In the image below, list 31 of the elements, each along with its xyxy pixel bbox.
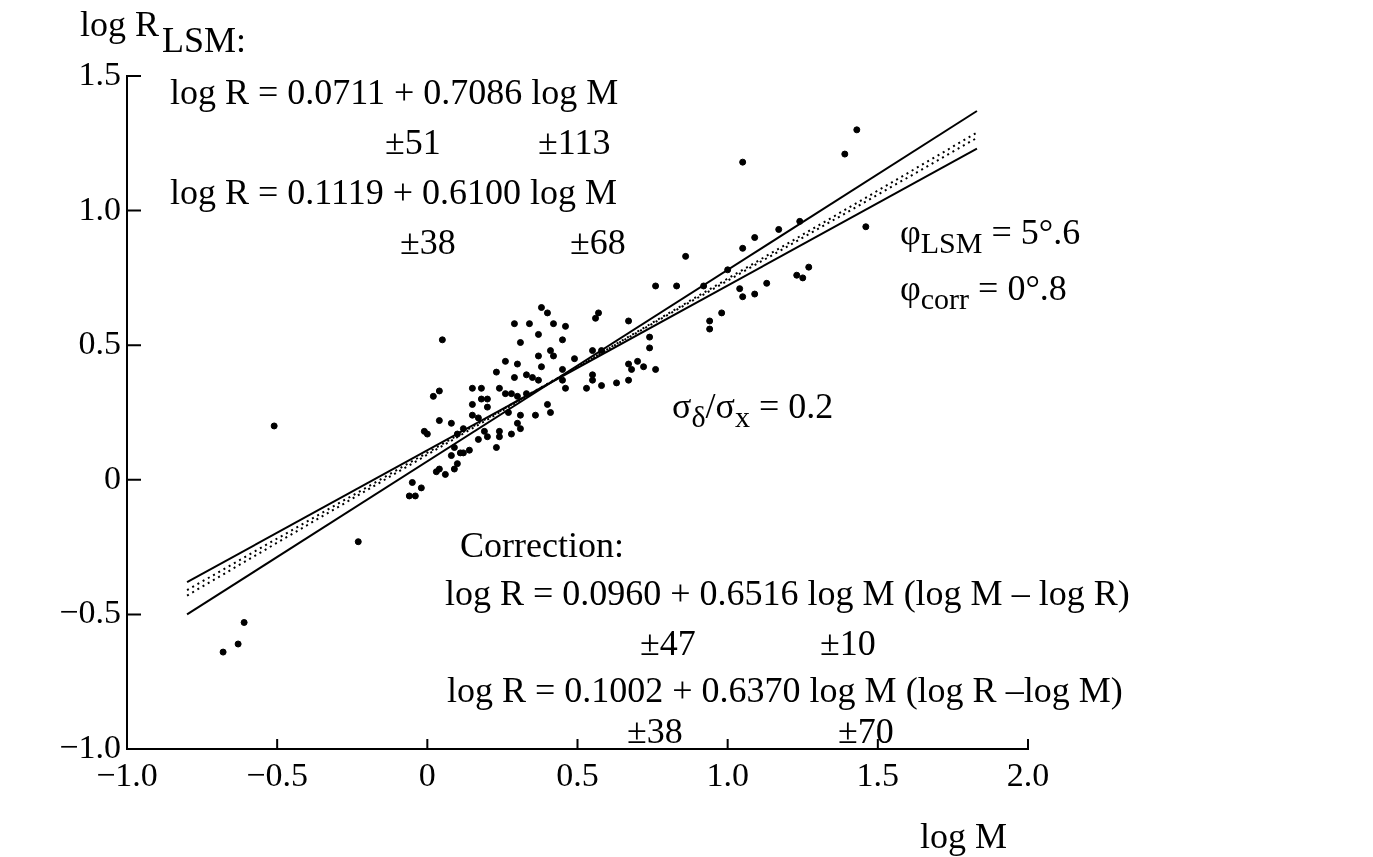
x-tick-label: −0.5 — [246, 756, 309, 794]
annotation: log R = 0.1002 + 0.6370 log M (log R –log M) — [447, 670, 1123, 710]
y-tick-label: 1.0 — [78, 189, 121, 227]
annotation: ±38 — [400, 222, 456, 262]
annotation: log R = 0.0711 + 0.7086 log M — [170, 72, 619, 112]
text: LSM: — [162, 20, 247, 60]
x-tick-label: 0 — [418, 756, 436, 794]
x-axis-title: log M — [920, 816, 1008, 856]
annotation: ±47 — [640, 623, 696, 663]
annotation: Correction: — [460, 525, 624, 565]
x-tick-label: 1.5 — [856, 756, 900, 794]
annotation: φ$_{corr}$ = 0°.8 — [900, 268, 1067, 315]
annotation: ±70 — [838, 711, 894, 751]
annotation: ±10 — [820, 623, 876, 663]
y-tick-label: −1.0 — [59, 727, 121, 765]
y-tick-label: 1.5 — [78, 54, 121, 92]
x-tick-label: 1.0 — [706, 756, 749, 794]
annotation: ±68 — [570, 222, 626, 262]
y-tick-label: −0.5 — [59, 593, 121, 631]
annotation: σ$_{δ}$/σ$_{x}$ = 0.2 — [672, 386, 834, 433]
annotation: φ$_{LSM}$ = 5°.6 — [900, 212, 1081, 259]
annotation: ±51 — [385, 122, 441, 162]
annotation: log R = 0.1119 + 0.6100 log M — [170, 172, 617, 212]
annotation: log R = 0.0960 + 0.6516 log M (log M – log R) — [445, 573, 1130, 613]
annotation: ±113 — [538, 122, 611, 162]
x-tick-label: 2.0 — [1006, 756, 1050, 794]
y-tick-label: 0.5 — [78, 324, 121, 362]
y-axis-title: log R — [80, 4, 160, 44]
y-tick-label: 0 — [104, 458, 121, 496]
x-tick-label: 0.5 — [556, 756, 599, 794]
annotation: ±38 — [627, 711, 683, 751]
